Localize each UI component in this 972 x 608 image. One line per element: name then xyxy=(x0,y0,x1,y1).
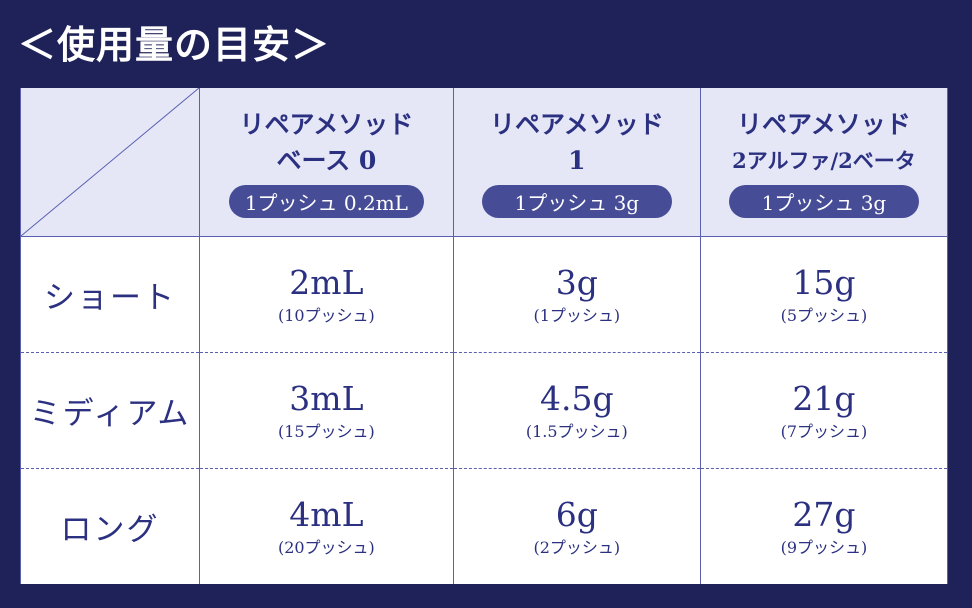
product-name: リペアメソッド xyxy=(489,109,664,139)
column-header-1: リペアメソッド 1 1プッシュ 3g xyxy=(452,88,701,237)
amount: 15g xyxy=(792,262,856,302)
amount: 4.5g xyxy=(540,378,614,418)
push-count: (5プッシュ) xyxy=(780,305,868,325)
push-count: (1.5プッシュ) xyxy=(525,421,628,441)
push-amount-badge: 1プッシュ 0.2mL xyxy=(228,184,424,218)
amount: 4mL xyxy=(289,494,364,534)
table-cell: 2mL (10プッシュ) xyxy=(199,236,454,353)
table-cell: 3mL (15プッシュ) xyxy=(199,352,454,469)
push-count: (1プッシュ) xyxy=(533,305,621,325)
product-variant: 2アルファ/2ベータ xyxy=(732,147,916,173)
table-cell: 3g (1プッシュ) xyxy=(452,236,701,353)
amount: 3mL xyxy=(289,378,364,418)
row-label: ミディアム xyxy=(20,352,200,469)
table-cell: 21g (7プッシュ) xyxy=(699,352,949,469)
push-count: (9プッシュ) xyxy=(780,537,868,557)
table-cell: 6g (2プッシュ) xyxy=(452,468,701,584)
push-count: (10プッシュ) xyxy=(277,305,375,325)
column-header-base0: リペアメソッド ベース 0 1プッシュ 0.2mL xyxy=(199,88,454,237)
push-count: (7プッシュ) xyxy=(780,421,868,441)
amount: 6g xyxy=(555,494,598,534)
corner-cell xyxy=(20,88,200,237)
table-cell: 15g (5プッシュ) xyxy=(699,236,949,353)
product-name: リペアメソッド xyxy=(239,109,414,139)
amount: 3g xyxy=(555,262,598,302)
product-variant: ベース 0 xyxy=(276,145,377,175)
header-row: リペアメソッド ベース 0 1プッシュ 0.2mL リペアメソッド 1 1プッシュ 3g… xyxy=(20,88,949,237)
product-name: リペアメソッド xyxy=(737,109,911,139)
column-header-2: リペアメソッド 2アルファ/2ベータ 1プッシュ 3g xyxy=(699,88,949,237)
push-amount-badge: 1プッシュ 3g xyxy=(481,184,672,218)
push-count: (2プッシュ) xyxy=(533,537,621,557)
diagonal-line xyxy=(21,88,199,236)
push-count: (15プッシュ) xyxy=(277,421,375,441)
page-title: ＜使用量の目安＞ xyxy=(18,23,331,67)
row-label: ショート xyxy=(20,236,200,353)
table-row: ミディアム 3mL (15プッシュ) 4.5g (1.5プッシュ) 21g (7プッシ… xyxy=(20,352,949,469)
table-row: ショート 2mL (10プッシュ) 3g (1プッシュ) 15g (5プッシュ) xyxy=(20,236,949,353)
table-cell: 4.5g (1.5プッシュ) xyxy=(452,352,701,469)
push-amount-badge: 1プッシュ 3g xyxy=(728,184,919,218)
amount: 2mL xyxy=(289,262,364,302)
usage-table: リペアメソッド ベース 0 1プッシュ 0.2mL リペアメソッド 1 1プッシュ 3g… xyxy=(20,88,949,584)
table-cell: 4mL (20プッシュ) xyxy=(199,468,454,584)
table-row: ロング 4mL (20プッシュ) 6g (2プッシュ) 27g (9プッシュ) xyxy=(20,468,949,584)
table-cell: 27g (9プッシュ) xyxy=(699,468,949,584)
amount: 27g xyxy=(792,494,856,534)
row-label: ロング xyxy=(20,468,200,584)
push-count: (20プッシュ) xyxy=(277,537,375,557)
amount: 21g xyxy=(792,378,856,418)
product-variant: 1 xyxy=(568,145,586,175)
